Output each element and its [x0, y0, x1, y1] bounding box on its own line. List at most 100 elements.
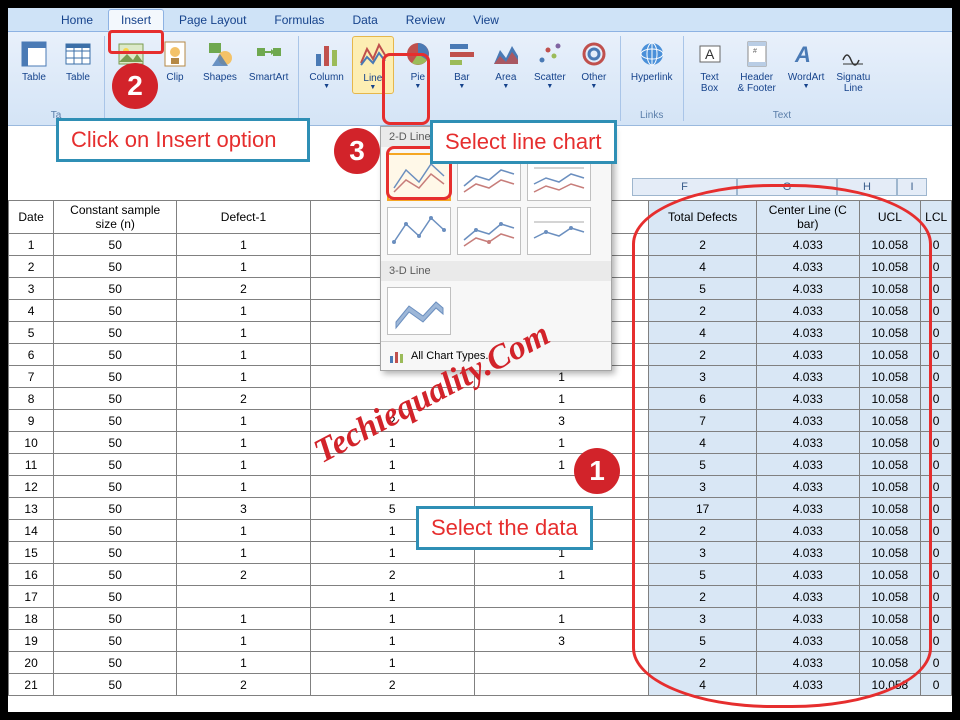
table-row[interactable]: 115011154.03310.0580 — [9, 454, 952, 476]
cell[interactable]: 2 — [649, 344, 757, 366]
cell[interactable]: 1 — [310, 476, 474, 498]
cell[interactable]: 3 — [177, 498, 310, 520]
cell[interactable]: 2 — [177, 388, 310, 410]
cell[interactable]: 0 — [921, 388, 952, 410]
cell[interactable]: 4.033 — [757, 520, 860, 542]
cell[interactable] — [474, 586, 648, 608]
cell[interactable]: 10.058 — [859, 300, 921, 322]
hdr-cbar[interactable]: Center Line (C bar) — [757, 201, 860, 234]
tab-data[interactable]: Data — [339, 9, 390, 31]
cell[interactable]: 4.033 — [757, 542, 860, 564]
cell[interactable]: 50 — [54, 256, 177, 278]
pivot-table-button[interactable]: Table — [14, 36, 54, 85]
cell[interactable]: 4.033 — [757, 674, 860, 696]
cell[interactable]: 4 — [649, 256, 757, 278]
area-chart-button[interactable]: Area▼ — [486, 36, 526, 92]
tab-page-layout[interactable]: Page Layout — [166, 9, 259, 31]
cell[interactable]: 10.058 — [859, 630, 921, 652]
cell[interactable]: 0 — [921, 278, 952, 300]
cell[interactable]: 4.033 — [757, 344, 860, 366]
tab-review[interactable]: Review — [393, 9, 458, 31]
cell[interactable]: 1 — [474, 564, 648, 586]
cell[interactable] — [310, 388, 474, 410]
cell[interactable]: 0 — [921, 322, 952, 344]
hdr-sample[interactable]: Constant sample size (n) — [54, 201, 177, 234]
cell[interactable]: 1 — [177, 344, 310, 366]
cell[interactable]: 10.058 — [859, 344, 921, 366]
table-row[interactable]: 165022154.03310.0580 — [9, 564, 952, 586]
cell[interactable]: 0 — [921, 344, 952, 366]
cell[interactable]: 5 — [649, 278, 757, 300]
hdr-d1[interactable]: Defect-1 — [177, 201, 310, 234]
cell[interactable]: 2 — [310, 564, 474, 586]
cell[interactable]: 10.058 — [859, 498, 921, 520]
table-row[interactable]: 8502164.03310.0580 — [9, 388, 952, 410]
cell[interactable]: 4.033 — [757, 652, 860, 674]
cell[interactable]: 50 — [54, 564, 177, 586]
cell[interactable]: 4.033 — [757, 278, 860, 300]
cell[interactable]: 4.033 — [757, 322, 860, 344]
cell[interactable]: 5 — [649, 564, 757, 586]
cell[interactable]: 2 — [310, 410, 474, 432]
cell[interactable]: 1 — [177, 608, 310, 630]
cell[interactable]: 4 — [649, 322, 757, 344]
hdr-lcl[interactable]: LCL — [921, 201, 952, 234]
cell[interactable]: 1 — [177, 542, 310, 564]
cell[interactable]: 3 — [474, 410, 648, 432]
cell[interactable]: 1 — [474, 608, 648, 630]
cell[interactable]: 1 — [177, 630, 310, 652]
cell[interactable]: 50 — [54, 344, 177, 366]
cell[interactable]: 50 — [54, 586, 177, 608]
textbox-button[interactable]: A TextBox — [690, 36, 730, 96]
cell[interactable]: 1 — [177, 366, 310, 388]
cell[interactable]: 0 — [921, 234, 952, 256]
cell[interactable] — [474, 476, 648, 498]
cell[interactable]: 2 — [649, 586, 757, 608]
cell[interactable]: 50 — [54, 322, 177, 344]
cell[interactable]: 2 — [649, 300, 757, 322]
cell[interactable]: 2 — [649, 520, 757, 542]
cell[interactable]: 0 — [921, 454, 952, 476]
cell[interactable]: 50 — [54, 278, 177, 300]
cell[interactable]: 0 — [921, 652, 952, 674]
cell[interactable]: 10.058 — [859, 652, 921, 674]
cell[interactable]: 3 — [649, 476, 757, 498]
cell[interactable]: 2 — [177, 564, 310, 586]
cell[interactable]: 1 — [310, 608, 474, 630]
table-row[interactable]: 12501134.03310.0580 — [9, 476, 952, 498]
cell[interactable]: 1 — [177, 234, 310, 256]
table-row[interactable]: 21502244.03310.0580 — [9, 674, 952, 696]
cell[interactable]: 15 — [9, 542, 54, 564]
cell[interactable]: 1 — [177, 454, 310, 476]
bar-chart-button[interactable]: Bar▼ — [442, 36, 482, 92]
col-h[interactable]: H — [837, 178, 897, 196]
cell[interactable]: 10 — [9, 432, 54, 454]
column-chart-button[interactable]: Column▼ — [305, 36, 347, 92]
cell[interactable]: 1 — [310, 432, 474, 454]
cell[interactable]: 17 — [9, 586, 54, 608]
cell[interactable]: 8 — [9, 388, 54, 410]
scatter-chart-button[interactable]: Scatter▼ — [530, 36, 570, 92]
cell[interactable]: 4 — [649, 432, 757, 454]
cell[interactable]: 4.033 — [757, 608, 860, 630]
table-row[interactable]: 1750124.03310.0580 — [9, 586, 952, 608]
hdr-ucl[interactable]: UCL — [859, 201, 921, 234]
cell[interactable]: 1 — [474, 388, 648, 410]
line-type-100stacked-markers[interactable] — [527, 207, 591, 255]
cell[interactable]: 0 — [921, 564, 952, 586]
cell[interactable]: 16 — [9, 564, 54, 586]
cell[interactable]: 10.058 — [859, 256, 921, 278]
cell[interactable]: 4 — [9, 300, 54, 322]
cell[interactable]: 0 — [921, 256, 952, 278]
hdr-total[interactable]: Total Defects — [649, 201, 757, 234]
cell[interactable]: 2 — [310, 674, 474, 696]
hdr-date[interactable]: Date — [9, 201, 54, 234]
cell[interactable]: 50 — [54, 388, 177, 410]
cell[interactable]: 0 — [921, 366, 952, 388]
cell[interactable]: 1 — [177, 410, 310, 432]
cell[interactable]: 13 — [9, 498, 54, 520]
cell[interactable]: 0 — [921, 674, 952, 696]
cell[interactable]: 0 — [921, 410, 952, 432]
cell[interactable]: 10.058 — [859, 586, 921, 608]
cell[interactable]: 50 — [54, 630, 177, 652]
